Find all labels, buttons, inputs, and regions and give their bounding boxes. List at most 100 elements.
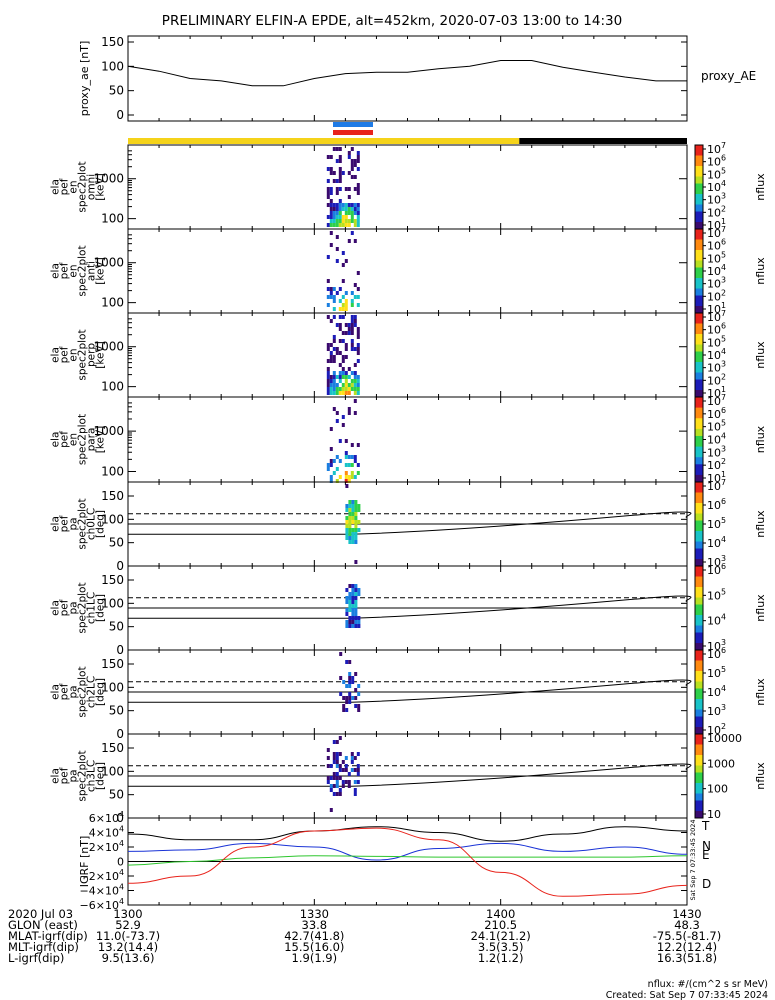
spec5-pixel	[354, 540, 358, 544]
spec1-pixel	[347, 223, 351, 227]
spec3-pixel	[356, 387, 360, 391]
spec3-pixel	[329, 379, 333, 383]
spec2-pixel	[341, 307, 345, 311]
spec5-ytick-label: 150	[101, 489, 124, 503]
spec8-pixel	[338, 776, 342, 780]
spec8-pixel	[338, 752, 342, 756]
colorbar-8-tick-label: 10	[707, 808, 721, 821]
spec1-pixel	[344, 215, 348, 219]
colorbar-1-segment	[695, 211, 703, 216]
spec6-label-line: ela	[50, 600, 62, 616]
axis-row-value: 42.7(41.8)	[284, 929, 344, 943]
spec6-pixel	[357, 620, 361, 624]
spec1-ytick-label: 1000	[93, 172, 124, 186]
spec5-pixel	[354, 500, 358, 504]
spec5-pixel	[354, 516, 358, 520]
colorbar-1-segment	[695, 197, 703, 202]
colorbar-2-segment	[695, 264, 703, 268]
spec3-pixel	[338, 363, 342, 367]
spec8-ytick-label: 50	[109, 788, 124, 802]
spec7-pixel	[348, 684, 352, 688]
spec1-pixel	[338, 175, 342, 179]
spec1-pixel	[338, 187, 342, 191]
spec8-pixel	[344, 764, 348, 768]
spec2-label-line: en	[68, 264, 80, 277]
spec5-pixel	[351, 540, 355, 544]
spec2-pixel	[335, 247, 339, 251]
colorbar-3-segment	[695, 390, 703, 394]
spec2-pixel	[332, 299, 336, 303]
spec7-pixel	[354, 672, 358, 676]
spec1-pixel	[326, 167, 330, 171]
colorbar-4-tick-label: 103	[707, 444, 726, 459]
spec3-pixel	[326, 371, 330, 375]
colorbar-7-segment	[695, 692, 703, 696]
colorbar-2-segment	[695, 271, 703, 275]
spec2-label-line: pef	[59, 262, 71, 279]
spec5-pixel	[351, 520, 355, 524]
spec6-pixel	[345, 596, 349, 600]
spec1-pixel	[347, 171, 351, 175]
spec8-pixel	[329, 808, 333, 812]
proxy-ae-panel: 0 50 100 150 proxy_ae [nT] proxy_AE	[78, 35, 756, 122]
colorbar-5-label: nflux	[754, 510, 767, 538]
spec1-pixel	[353, 175, 357, 179]
spec1-pixel	[329, 211, 333, 215]
colorbar-4-segment	[695, 446, 703, 451]
igrf-ytick-label: −4×104	[80, 883, 124, 898]
colorbar-6: 103 104 105 106 nflux	[694, 562, 767, 653]
colorbar-4-tick-label: 106	[707, 406, 726, 421]
spec5-label-line: ela	[50, 516, 62, 532]
colorbar-7-segment	[695, 657, 703, 661]
colorbar-2-segment	[695, 250, 703, 254]
colorbar-8-segment	[695, 734, 703, 738]
spec8-label-line: [deg]	[95, 762, 107, 790]
colorbar-2-segment	[695, 278, 703, 282]
spec8-pixel	[335, 760, 339, 764]
axis-row-value: 1400	[486, 907, 515, 921]
spec3-pixel	[350, 379, 354, 383]
spec4-pixel	[350, 443, 354, 447]
colorbar-2-segment	[695, 232, 703, 237]
colorbar-3-segment	[695, 379, 703, 384]
spec8-pixel	[335, 780, 339, 784]
colorbar-8-segment	[695, 762, 703, 766]
spec5-pixel	[345, 484, 349, 488]
colorbar-6-segment	[695, 643, 703, 647]
spec3-pixel	[350, 343, 354, 347]
spec2-pixel	[335, 259, 339, 263]
spec8-pixel	[326, 756, 330, 760]
spec8-pixel	[332, 792, 336, 796]
spec7-pixel	[339, 692, 343, 696]
spec2-pixel	[332, 287, 336, 291]
spec3-pixel	[335, 323, 339, 327]
spec4-pixel	[347, 463, 351, 467]
colorbar-4-segment	[695, 460, 703, 465]
colorbar-8-segment	[695, 751, 703, 756]
colorbar-8-segment	[695, 772, 703, 777]
spec2-label-line: anti	[86, 261, 98, 281]
spec7-pixel	[354, 696, 358, 700]
spec6-pixel	[354, 600, 358, 604]
spec2-pixel	[353, 239, 357, 243]
spec2-pixel	[344, 299, 348, 303]
colorbar-3-segment	[695, 376, 703, 380]
colorbar-7-tick-label: 103	[707, 703, 726, 718]
spec5-pixel	[351, 528, 355, 532]
spec6-pixel	[354, 612, 358, 616]
colorbar-4-segment	[695, 400, 703, 405]
spec8-pixel	[341, 784, 345, 788]
spec6-pixel	[354, 604, 358, 608]
spec3-pixel	[356, 379, 360, 383]
colorbar-1-tick-label: 106	[707, 154, 726, 169]
spec6-pixel	[348, 592, 352, 596]
colorbar-4-segment	[695, 428, 703, 433]
spec3-pixel	[353, 363, 357, 367]
spec3-pixel	[347, 387, 351, 391]
spec6-pixel	[345, 624, 349, 628]
axis-row-value: 48.3	[674, 918, 700, 932]
spec4-pixel	[344, 463, 348, 467]
colorbar-6-tick-label: 104	[707, 613, 726, 628]
spec4-pixel	[341, 423, 345, 427]
